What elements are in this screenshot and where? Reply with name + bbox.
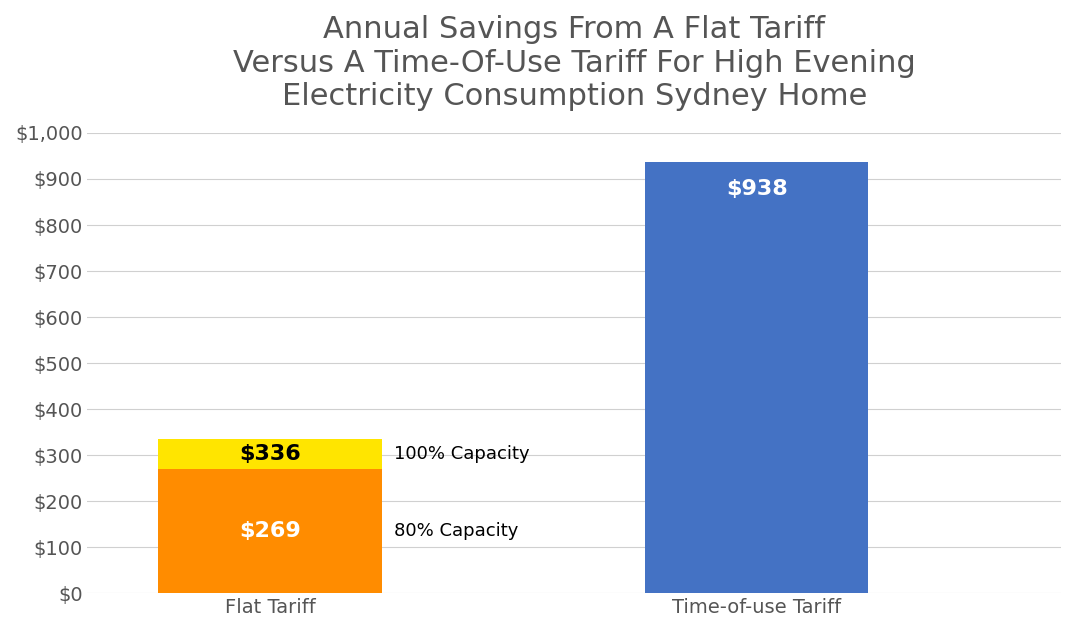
Bar [158, 439, 382, 470]
Bar [646, 162, 868, 593]
Title: Annual Savings From A Flat Tariff
Versus A Time-Of-Use Tariff For High Evening
E: Annual Savings From A Flat Tariff Versus… [232, 15, 916, 111]
Text: 80% Capacity: 80% Capacity [394, 522, 519, 540]
Text: 100% Capacity: 100% Capacity [394, 445, 529, 463]
Text: $336: $336 [239, 444, 301, 464]
Text: $938: $938 [726, 179, 788, 199]
Text: $269: $269 [239, 521, 301, 541]
Bar [158, 470, 382, 593]
